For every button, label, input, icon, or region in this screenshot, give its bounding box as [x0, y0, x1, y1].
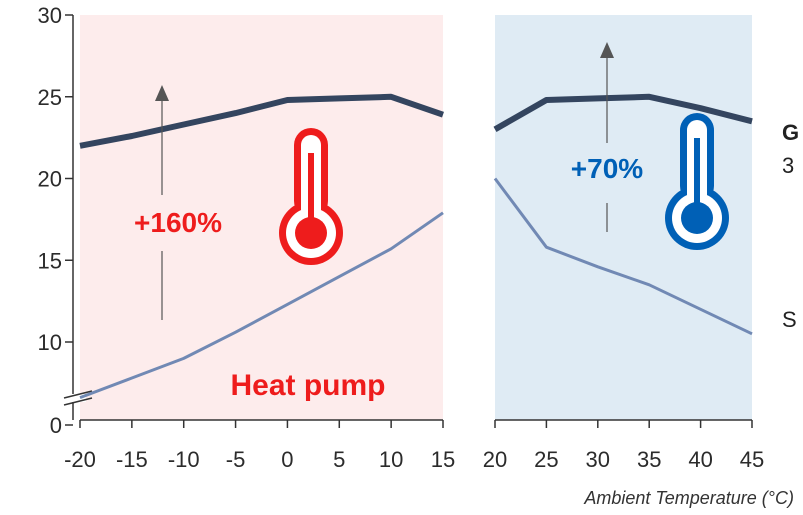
series-layer [79, 93, 753, 400]
axis-break-gap [66, 394, 86, 402]
x-tick-label: -20 [64, 447, 96, 472]
increase-label: +70% [571, 153, 643, 184]
x-tick-label: 15 [431, 447, 455, 472]
mode-label: Heat pump [230, 369, 385, 402]
thermometer-mercury [308, 153, 314, 228]
thermometer-mercury-bulb [681, 202, 713, 234]
y-tick-label: 20 [38, 167, 62, 192]
x-axis: -20 -15 -10 -5 0 5 10 15 20 25 30 35 40 45 [64, 419, 764, 472]
x-tick-label: 30 [586, 447, 610, 472]
y-tick-label: 10 [38, 330, 62, 355]
x-axis-title: Ambient Temperature (°C) [583, 488, 794, 508]
thermometer-hot-icon [279, 128, 343, 265]
series-line-lower [79, 211, 444, 400]
side-label: S [782, 307, 797, 332]
increase-label: +160% [134, 207, 222, 238]
increase-arrowhead [600, 42, 614, 58]
x-tick-label: 45 [740, 447, 764, 472]
series-line-lower [493, 177, 753, 336]
x-tick-label: 25 [534, 447, 558, 472]
axis-break-mark [63, 390, 93, 399]
x-tick-label: 5 [333, 447, 345, 472]
y-tick-label: 25 [38, 85, 62, 110]
annotations: +160% Heat pump +70% G 3 S [100, 42, 799, 402]
y-tick-label: 0 [50, 413, 62, 438]
x-tick-label: 0 [281, 447, 293, 472]
x-tick-label: 10 [379, 447, 403, 472]
x-tick-label: -5 [226, 447, 246, 472]
y-tick-label: 30 [38, 3, 62, 28]
y-axis: 0 10 15 20 25 30 [38, 3, 93, 438]
side-label: 3 [782, 153, 794, 178]
x-tick-label: 20 [483, 447, 507, 472]
x-tick-label: -15 [116, 447, 148, 472]
increase-label-backdrop [100, 195, 224, 251]
x-tick-label: 40 [688, 447, 712, 472]
axis-break-mark [63, 397, 93, 406]
thermometer-mercury-bulb [295, 217, 327, 249]
thermometer-mercury [694, 138, 700, 213]
side-label: G [782, 120, 799, 145]
increase-arrowhead [155, 85, 169, 101]
increase-label-backdrop [545, 143, 669, 203]
x-tick-label: 35 [637, 447, 661, 472]
y-tick-label: 15 [38, 248, 62, 273]
thermometer-cold-icon [665, 113, 729, 250]
series-line-upper [493, 93, 753, 133]
x-tick-label: -10 [168, 447, 200, 472]
series-line-upper [79, 93, 444, 149]
